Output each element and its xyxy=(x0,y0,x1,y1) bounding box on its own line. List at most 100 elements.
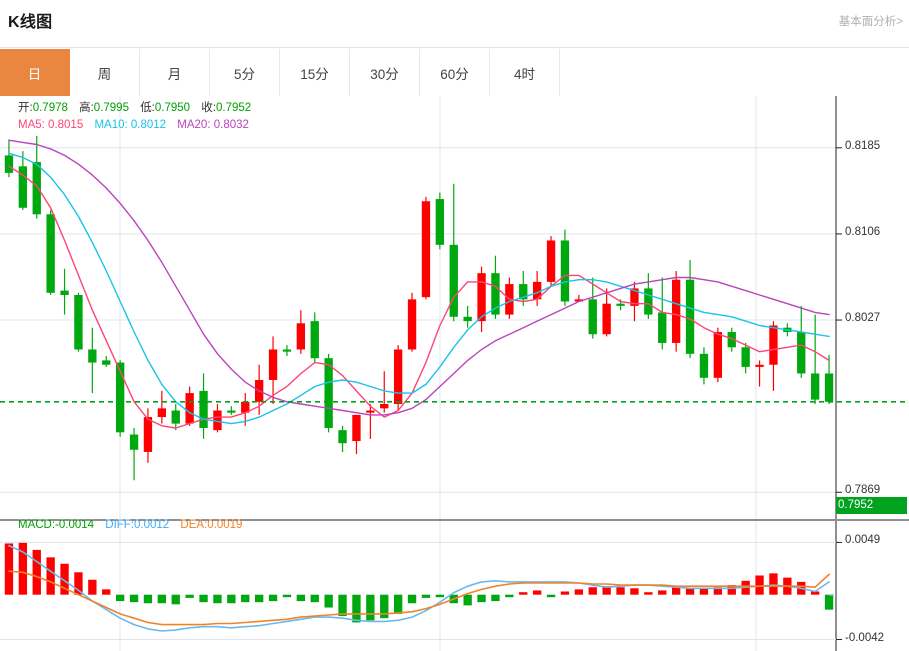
candle-body xyxy=(671,279,681,343)
candle-body xyxy=(310,321,319,359)
tabbar-filler xyxy=(560,49,909,96)
macd-bar xyxy=(213,594,222,604)
candle-body xyxy=(810,373,820,400)
macd-bar xyxy=(769,573,778,595)
macd-bar xyxy=(560,591,570,595)
macd-bar xyxy=(671,586,681,595)
macd-bar xyxy=(824,594,834,610)
macd-bar xyxy=(616,587,625,595)
tab-4[interactable]: 15分 xyxy=(280,49,350,96)
macd-bar xyxy=(227,594,236,604)
tab-label: 月 xyxy=(167,66,182,82)
macd-bar xyxy=(338,594,347,617)
chart-area: 开:0.7978 高:0.7995 低:0.7950 收:0.7952 MA5:… xyxy=(0,96,909,651)
candle-body xyxy=(546,240,556,282)
candle-body xyxy=(560,240,570,302)
candle-body xyxy=(699,353,709,378)
macd-bar xyxy=(810,591,820,595)
candle-body xyxy=(366,410,375,413)
candle-body xyxy=(532,281,542,300)
candle-body xyxy=(658,312,667,343)
tab-label: 15分 xyxy=(300,66,329,82)
candle-body xyxy=(435,199,445,245)
macd-bar xyxy=(185,594,194,598)
candle-body xyxy=(171,410,180,424)
candle-body xyxy=(4,155,14,173)
candle-body xyxy=(755,364,764,367)
macd-bar xyxy=(602,586,611,595)
macd-bar xyxy=(407,594,417,604)
macd-bar xyxy=(644,592,653,595)
macd-bar xyxy=(352,594,361,623)
macd-bar xyxy=(630,588,639,595)
timeframe-tabbar: 日 周 月 5分 15分 30分 60分 4时 xyxy=(0,49,909,96)
candle-body xyxy=(602,303,611,335)
macd-bar xyxy=(129,594,139,603)
macd-bar xyxy=(699,588,709,595)
candle-body xyxy=(519,284,528,300)
candle-body xyxy=(630,288,639,306)
candle-body xyxy=(241,401,250,413)
candle-body xyxy=(338,430,347,444)
candle-body xyxy=(324,358,333,428)
macd-bar xyxy=(157,594,167,604)
macd-bar xyxy=(755,575,764,595)
candle-body xyxy=(282,349,292,352)
macd-bar xyxy=(143,594,153,604)
candle-body xyxy=(102,360,111,365)
candle-body xyxy=(769,325,778,365)
candle-body xyxy=(393,349,403,404)
candlestick-series xyxy=(4,135,834,481)
macd-bar xyxy=(324,594,333,608)
macd-bar xyxy=(296,594,306,602)
ma5-line xyxy=(8,165,830,429)
candle-body xyxy=(421,201,431,298)
macd-bar xyxy=(282,594,292,598)
candle-body xyxy=(588,299,597,335)
tab-2[interactable]: 月 xyxy=(140,49,210,96)
macd-bar xyxy=(727,585,736,595)
tab-7[interactable]: 4时 xyxy=(490,49,560,96)
candle-body xyxy=(88,349,97,363)
candle-body xyxy=(685,279,695,354)
tab-6[interactable]: 60分 xyxy=(420,49,490,96)
macd-bar xyxy=(268,594,278,602)
macd-bar xyxy=(491,594,500,602)
macd-bar xyxy=(46,557,55,595)
candle-body xyxy=(644,288,653,315)
macd-bar xyxy=(199,594,208,603)
macd-bar xyxy=(74,572,83,595)
macd-bar xyxy=(115,594,125,602)
fundamental-analysis-link[interactable]: 基本面分析> xyxy=(838,16,903,28)
macd-bar xyxy=(477,594,486,603)
macd-bar xyxy=(380,594,389,619)
tab-5[interactable]: 30分 xyxy=(350,49,420,96)
macd-bar xyxy=(32,549,41,595)
candle-body xyxy=(157,408,167,418)
candle-body xyxy=(797,332,806,374)
candle-body xyxy=(115,362,125,433)
macd-bar xyxy=(505,594,514,598)
kline-svg[interactable] xyxy=(0,96,909,651)
candle-body xyxy=(129,434,139,450)
candle-body xyxy=(213,410,222,431)
tab-label: 60分 xyxy=(440,66,469,82)
candle-body xyxy=(296,323,306,350)
diff-line xyxy=(8,544,830,632)
tab-label: 4时 xyxy=(513,66,535,82)
candle-body xyxy=(227,410,236,413)
tab-0[interactable]: 日 xyxy=(0,49,70,96)
candle-body xyxy=(407,299,417,350)
candle-body xyxy=(18,166,28,208)
tab-1[interactable]: 周 xyxy=(70,49,140,96)
ma10-line xyxy=(8,152,830,425)
candle-body xyxy=(713,332,723,378)
candle-body xyxy=(463,316,472,322)
tab-3[interactable]: 5分 xyxy=(210,49,280,96)
macd-bar xyxy=(393,594,403,614)
candle-body xyxy=(32,161,41,215)
macd-bar xyxy=(435,594,445,598)
tab-label: 周 xyxy=(97,66,112,82)
macd-bar xyxy=(546,594,556,598)
